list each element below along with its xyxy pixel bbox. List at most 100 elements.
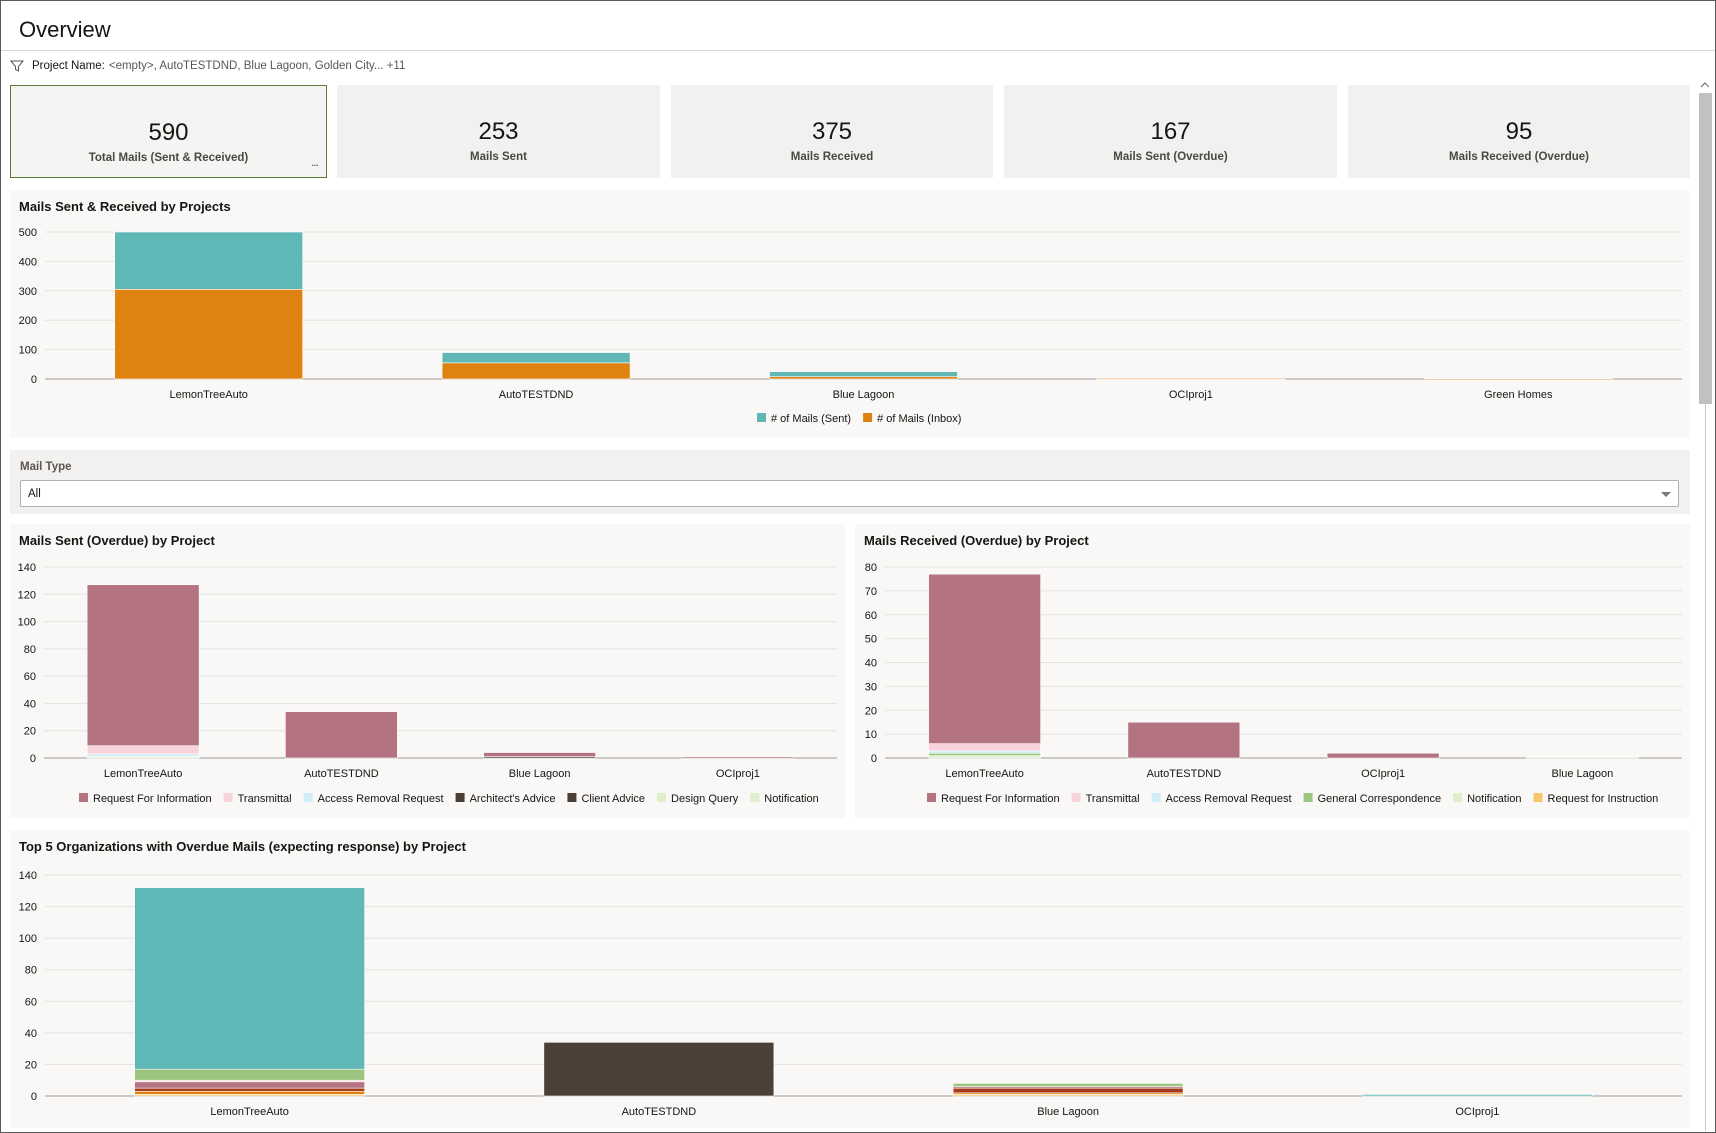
bar-segment	[441, 362, 631, 380]
legend-label: General Correspondence	[1318, 793, 1442, 805]
bar-segment	[928, 750, 1041, 754]
bar-segment	[1526, 756, 1639, 759]
kpi-label: Mails Received	[790, 151, 874, 163]
y-tick-label: 400	[19, 256, 37, 268]
y-tick-label: 0	[30, 753, 36, 765]
sent-overdue-chart-panel: Mails Sent (Overdue) by Project 0 20 40 60 8…	[10, 524, 845, 818]
y-tick-label: 0	[871, 753, 877, 765]
legend-label: # of Mails (Sent)	[771, 413, 851, 425]
mail-type-value: All	[28, 488, 41, 500]
scrollbar-thumb[interactable]	[1699, 93, 1712, 404]
y-tick-label: 40	[865, 658, 877, 670]
bar-segment	[134, 1090, 365, 1095]
y-tick-label: 500	[19, 227, 37, 239]
bar-segment	[483, 752, 596, 757]
y-tick-label: 50	[865, 634, 877, 646]
chart-title: Mails Received (Overdue) by Project	[864, 533, 1089, 548]
y-tick-label: 30	[865, 681, 877, 693]
chart-title: Top 5 Organizations with Overdue Mails (…	[19, 839, 466, 854]
y-tick-label: 20	[24, 726, 36, 738]
y-tick-label: 40	[24, 698, 36, 710]
category-label: AutoTESTDND	[304, 768, 379, 780]
legend-label: Request for Instruction	[1548, 793, 1659, 805]
category-label: OCIproj1	[1361, 768, 1405, 780]
y-tick-label: 60	[24, 671, 36, 683]
bar-segment	[952, 1087, 1184, 1094]
legend-label: Architect's Advice	[470, 793, 556, 805]
legend-label: Request For Information	[93, 793, 212, 805]
y-tick-label: 140	[19, 870, 37, 882]
top5-orgs-chart[interactable]: 0 20 40 60 80 100 120 140 LemonTreeAuto AutoTESTD…	[10, 830, 1690, 1128]
kpi-value: 95	[1505, 118, 1533, 145]
chevron-down-icon[interactable]	[1661, 492, 1671, 497]
mail-type-label: Mail Type	[20, 461, 72, 473]
kpi-total-mails[interactable]: 590 Total Mails (Sent & Received) ...	[10, 85, 327, 178]
received-overdue-chart-panel: Mails Received (Overdue) by Project 0 10 2…	[855, 524, 1690, 818]
y-tick-label: 60	[25, 996, 37, 1008]
y-tick-label: 0	[31, 1091, 37, 1103]
kpi-mails-sent[interactable]: 253 Mails Sent	[337, 85, 660, 178]
sent-overdue-chart[interactable]: 0 20 40 60 80 100 120 140 LemonTreeAuto AutoTESTD…	[10, 524, 845, 818]
bar-segment	[441, 352, 631, 364]
vertical-scrollbar[interactable]	[1697, 78, 1714, 1131]
legend-label: Client Advice	[581, 793, 645, 805]
kpi-mails-sent-overdue[interactable]: 167 Mails Sent (Overdue)	[1004, 85, 1337, 178]
bar-segment	[1424, 378, 1613, 381]
category-label: AutoTESTDND	[1147, 768, 1222, 780]
category-label: Green Homes	[1484, 389, 1553, 401]
legend-label: Design Query	[671, 793, 739, 805]
filter-value[interactable]: <empty>, AutoTESTDND, Blue Lagoon, Golde…	[108, 60, 406, 72]
legend-swatch	[303, 793, 313, 802]
bar-segment	[1096, 378, 1286, 380]
mail-type-select[interactable]: All	[20, 480, 1679, 507]
legend-label: Access Removal Request	[318, 793, 444, 805]
legend-swatch	[567, 793, 577, 802]
category-label: Blue Lagoon	[509, 768, 571, 780]
bar-segment	[134, 1081, 365, 1089]
bar-segment	[114, 231, 303, 290]
y-tick-label: 120	[19, 902, 37, 914]
scroll-up-icon[interactable]	[1701, 81, 1709, 89]
legend-swatch	[455, 793, 465, 802]
category-label: OCIproj1	[716, 768, 760, 780]
more-options-icon[interactable]: ...	[310, 155, 319, 169]
bar-segment	[928, 755, 1041, 759]
legend-swatch	[1151, 793, 1161, 802]
kpi-label: Mails Sent	[470, 151, 527, 163]
mail-type-filter: Mail Type All	[10, 450, 1690, 514]
page-header: Overview	[1, 1, 1715, 51]
sent-received-chart[interactable]: 0 100 200 300 400 500 LemonTreeAuto AutoTESTDND…	[10, 190, 1690, 438]
kpi-value: 253	[478, 118, 519, 145]
kpi-value: 375	[811, 118, 853, 145]
category-label: AutoTESTDND	[622, 1106, 697, 1118]
kpi-value: 167	[1150, 118, 1191, 145]
chart-title: Mails Sent & Received by Projects	[19, 199, 231, 214]
legend-label: Transmittal	[1086, 793, 1140, 805]
legend-swatch	[750, 793, 760, 802]
y-tick-label: 200	[19, 315, 37, 327]
y-tick-label: 300	[19, 286, 37, 298]
category-label: OCIproj1	[1455, 1106, 1499, 1118]
y-tick-label: 100	[19, 345, 37, 357]
legend-swatch	[863, 413, 873, 422]
page-title: Overview	[19, 17, 111, 42]
category-label: Blue Lagoon	[1551, 768, 1613, 780]
legend-swatch	[223, 793, 233, 802]
category-label: LemonTreeAuto	[210, 1106, 288, 1118]
bar-segment	[769, 376, 958, 380]
filter-bar[interactable]: Project Name: <empty>, AutoTESTDND, Blue…	[10, 56, 405, 76]
bar-segment	[769, 371, 958, 377]
legend-swatch	[1453, 793, 1463, 802]
kpi-mails-received[interactable]: 375 Mails Received	[671, 85, 993, 178]
kpi-label: Mails Sent (Overdue)	[1113, 151, 1228, 163]
received-overdue-chart[interactable]: 0 10 20 30 40 50 60 70 80 LemonTreeAuto AutoTESTDN…	[855, 524, 1690, 818]
y-tick-label: 70	[865, 586, 877, 598]
legend-label: Transmittal	[238, 793, 292, 805]
y-tick-label: 20	[865, 705, 877, 717]
filter-icon[interactable]	[10, 59, 24, 73]
y-tick-label: 140	[18, 562, 36, 574]
y-tick-label: 80	[865, 562, 877, 574]
kpi-mails-received-overdue[interactable]: 95 Mails Received (Overdue)	[1348, 85, 1690, 178]
bar-segment	[134, 1087, 365, 1092]
legend-swatch	[757, 413, 766, 422]
